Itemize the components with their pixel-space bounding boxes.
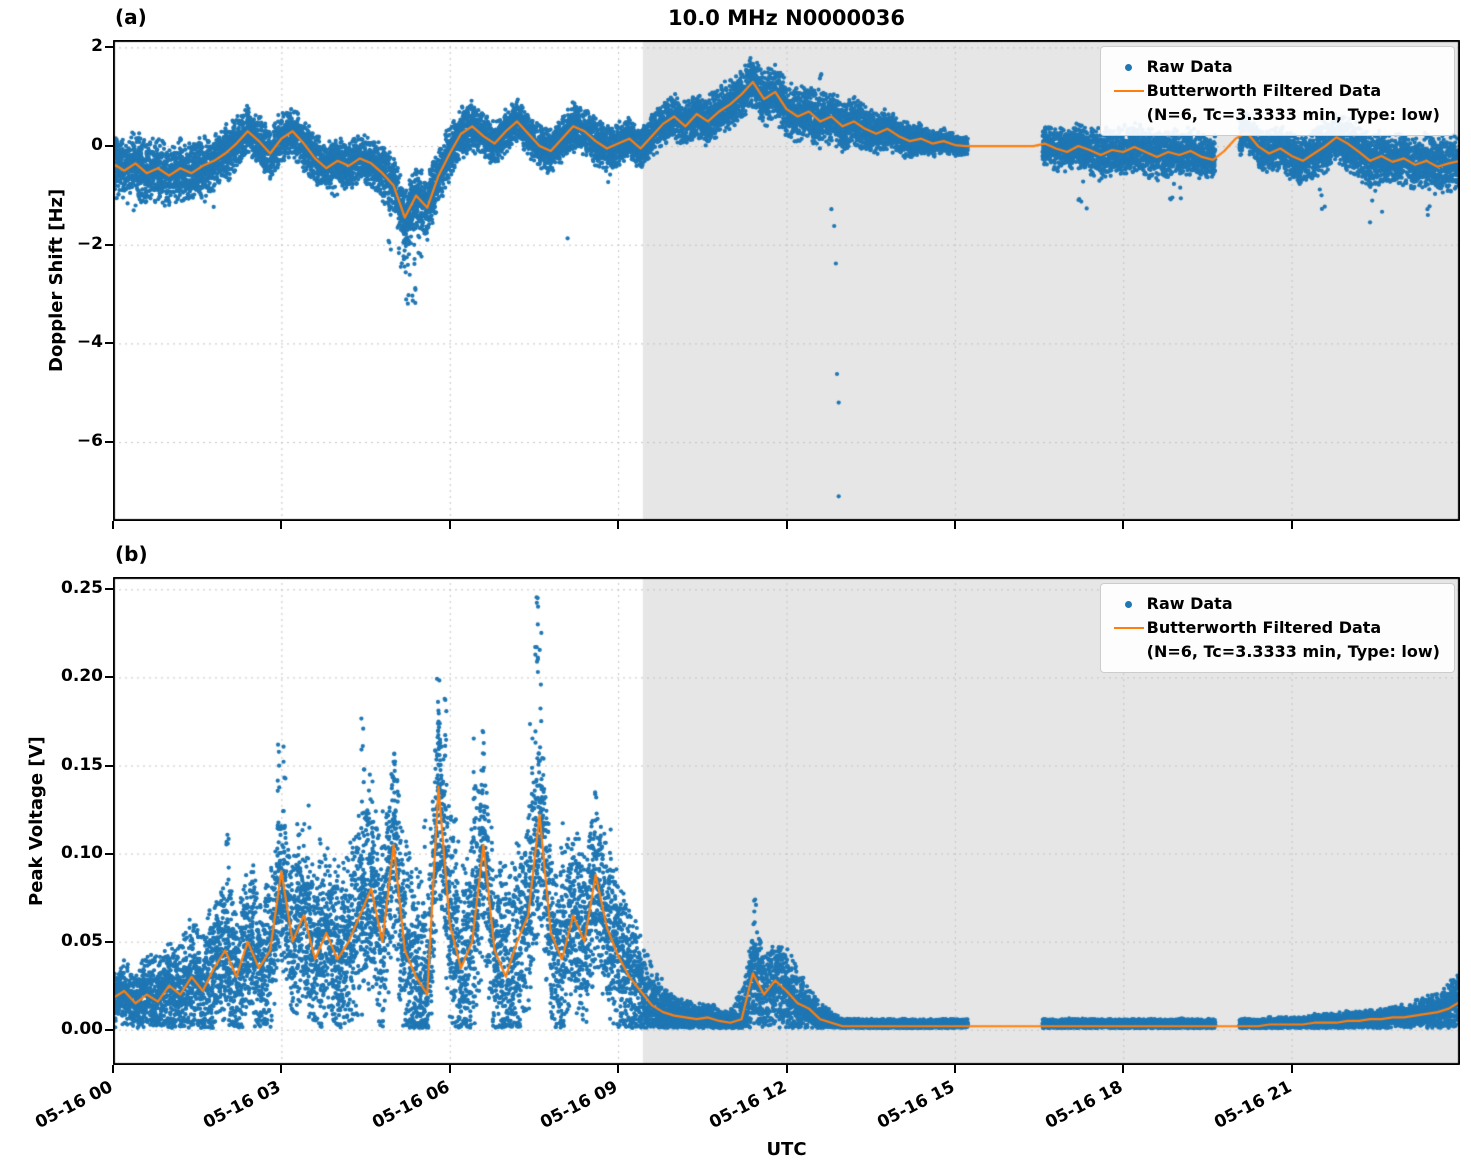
legend-filtered-label: Butterworth Filtered Data — [1146, 81, 1382, 100]
y-tick-mark — [105, 243, 113, 246]
x-tick-mark — [112, 521, 114, 529]
y-tick-label: 0.25 — [61, 578, 103, 599]
y-tick-label: 0 — [91, 135, 103, 156]
x-tick-mark — [1122, 521, 1125, 529]
y-tick-label: 0.20 — [61, 666, 103, 687]
legend-raw-row: Raw Data — [1111, 55, 1440, 79]
y-tick-mark — [105, 940, 113, 943]
x-tick-mark — [1122, 1065, 1125, 1073]
y-tick-mark — [105, 852, 113, 855]
legend-filtered-label: Butterworth Filtered Data — [1146, 618, 1382, 637]
legend-filtered-row: Butterworth Filtered Data — [1111, 616, 1440, 640]
panel-a-label: (a) — [115, 5, 147, 29]
y-tick-label: 0.00 — [61, 1018, 103, 1039]
y-tick-mark — [105, 342, 113, 345]
legend-raw-label: Raw Data — [1146, 57, 1233, 76]
x-axis-label: UTC — [766, 1139, 807, 1160]
x-tick-mark — [280, 521, 283, 529]
legend-raw-row: Raw Data — [1111, 592, 1440, 616]
scatter-dot-icon — [1125, 63, 1133, 71]
legend-filtered-row: Butterworth Filtered Data — [1111, 79, 1440, 103]
legend-filtered-sublabel: (N=6, Tc=3.3333 min, Type: low) — [1146, 105, 1440, 124]
filtered-line-marker — [1111, 90, 1147, 92]
y-tick-label: 2 — [91, 36, 103, 57]
x-tick-mark — [953, 521, 956, 529]
y-tick-label: 0.15 — [61, 754, 103, 775]
x-tick-label: 05-16 00 — [32, 1077, 117, 1133]
filtered-line-marker — [1111, 627, 1147, 629]
legend-raw-label: Raw Data — [1146, 594, 1233, 613]
line-swatch-icon — [1113, 90, 1144, 92]
raw-data-marker — [1111, 600, 1147, 608]
raw-data-marker — [1111, 63, 1147, 71]
x-tick-mark — [112, 1065, 114, 1073]
y-tick-label: −6 — [76, 431, 103, 452]
y-tick-mark — [105, 764, 113, 767]
y-tick-label: −4 — [76, 332, 103, 353]
y-tick-label: 0.10 — [61, 842, 103, 863]
x-tick-mark — [1290, 521, 1293, 529]
x-tick-mark — [953, 1065, 956, 1073]
legend-filtered-sublabel: (N=6, Tc=3.3333 min, Type: low) — [1146, 642, 1440, 661]
chart-title: 10.0 MHz N0000036 — [668, 6, 905, 30]
y-tick-mark — [105, 1028, 113, 1031]
scatter-dot-icon — [1125, 600, 1133, 608]
y-tick-label: −2 — [76, 233, 103, 254]
x-tick-mark — [448, 521, 451, 529]
line-swatch-icon — [1113, 627, 1144, 629]
x-tick-mark — [785, 1065, 788, 1073]
legend-filtered-subrow: (N=6, Tc=3.3333 min, Type: low) — [1111, 640, 1440, 664]
legend-voltage: Raw Data Butterworth Filtered Data (N=6,… — [1099, 583, 1455, 673]
y-tick-mark — [105, 588, 113, 591]
x-tick-mark — [1290, 1065, 1293, 1073]
y-tick-mark — [105, 145, 113, 148]
panel-b-label: (b) — [115, 542, 148, 566]
y-tick-mark — [105, 441, 113, 444]
x-tick-mark — [280, 1065, 283, 1073]
x-tick-mark — [785, 521, 788, 529]
x-tick-mark — [617, 1065, 620, 1073]
y-tick-mark — [105, 676, 113, 679]
y-tick-mark — [105, 46, 113, 49]
x-tick-mark — [617, 521, 620, 529]
y-tick-label: 0.05 — [61, 930, 103, 951]
x-tick-mark — [448, 1065, 451, 1073]
y-axis-label-voltage: Peak Voltage [V] — [26, 736, 47, 906]
legend-filtered-subrow: (N=6, Tc=3.3333 min, Type: low) — [1111, 103, 1440, 127]
legend-doppler: Raw Data Butterworth Filtered Data (N=6,… — [1099, 46, 1455, 136]
